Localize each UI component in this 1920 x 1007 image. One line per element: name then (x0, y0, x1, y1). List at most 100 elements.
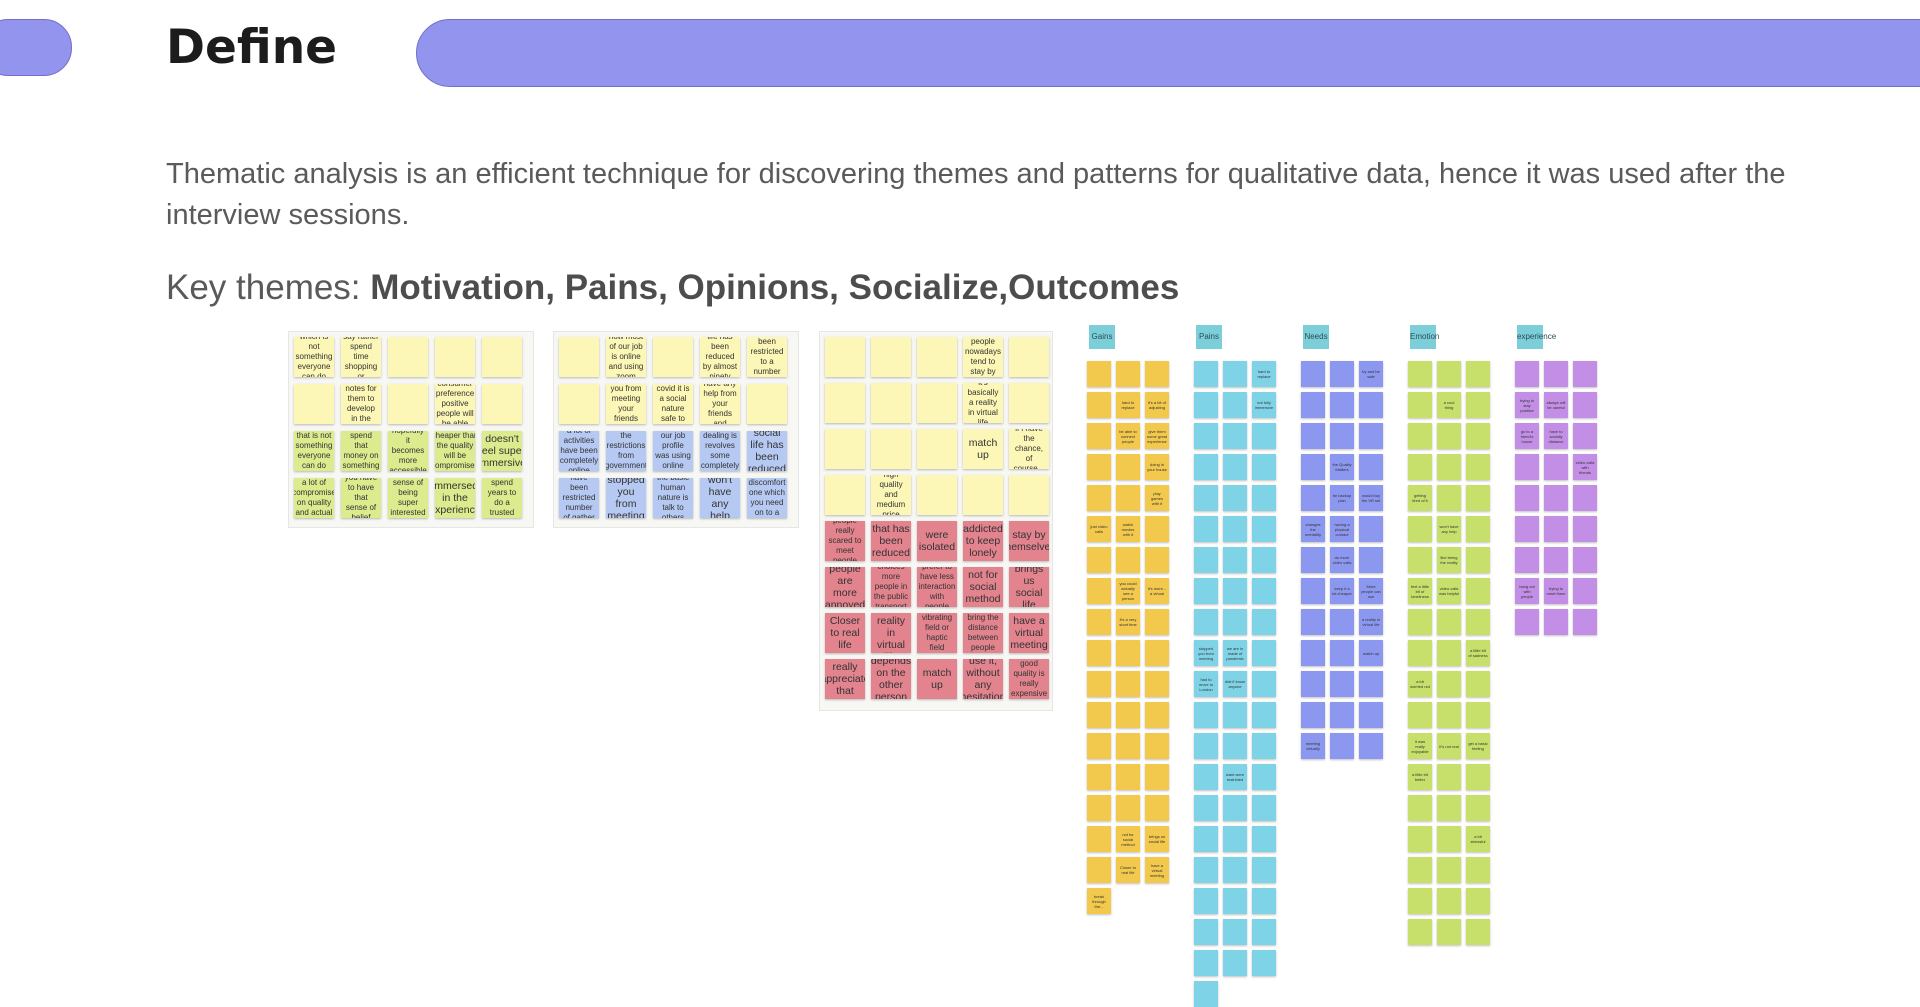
affinity-note: match up (1359, 640, 1383, 666)
affinity-note (1466, 795, 1490, 821)
sticky-note: were isolated (917, 521, 957, 561)
affinity-note (1359, 392, 1383, 418)
affinity-note (1223, 919, 1247, 945)
sticky-note: a lot of activities have been completely… (559, 431, 599, 471)
affinity-note (1145, 547, 1169, 573)
sticky-note: immersed in the experience (435, 478, 475, 518)
affinity-note (1194, 919, 1218, 945)
sticky-note: what choices more people in the public t… (871, 567, 911, 607)
affinity-note: be backup plan (1330, 485, 1354, 511)
affinity-note (1330, 702, 1354, 728)
affinity-note (1515, 485, 1539, 511)
affinity-note (1223, 485, 1247, 511)
affinity-note (1145, 516, 1169, 542)
affinity-note (1408, 888, 1432, 914)
affinity-note: brings us social life (1145, 826, 1169, 852)
affinity-note (1301, 578, 1325, 604)
affinity-note (1194, 981, 1218, 1007)
affinity-note: be able to connect people (1116, 423, 1140, 449)
affinity-note: having a physical contact (1330, 516, 1354, 542)
sticky-note: you won't have any help from your friend… (700, 384, 740, 424)
affinity-note (1223, 423, 1247, 449)
affinity-note (1116, 702, 1140, 728)
affinity-note: not fully immersive (1252, 392, 1276, 418)
affinity-note (1437, 857, 1461, 883)
affinity-column-header: Gains (1089, 325, 1115, 349)
key-themes-label: Key themes: (166, 268, 371, 307)
affinity-note (1252, 609, 1276, 635)
sticky-note: people are more annoyed (825, 567, 865, 607)
sticky-note: some people say rather spend time shoppi… (341, 337, 381, 377)
affinity-note (1087, 764, 1111, 790)
affinity-note (1466, 702, 1490, 728)
affinity-note (1544, 485, 1568, 511)
sticky-note (871, 337, 911, 377)
sticky-note: have a virtual meeting (1009, 613, 1049, 653)
sticky-note: match up (917, 659, 957, 699)
sticky-note: good quality is really expensive (1009, 659, 1049, 699)
sticky-note: prefer to have less interaction with peo… (917, 567, 957, 607)
affinity-note (1466, 671, 1490, 697)
sticky-note: the basic human nature is talk to others (653, 478, 693, 518)
sticky-note (871, 383, 911, 423)
affinity-note (1116, 733, 1140, 759)
affinity-note (1437, 702, 1461, 728)
affinity-note (1223, 733, 1247, 759)
affinity-note: have to socially distance (1544, 423, 1568, 449)
affinity-note (1301, 361, 1325, 387)
affinity-note: hard to replace (1252, 361, 1276, 387)
affinity-note (1437, 361, 1461, 387)
affinity-column: try and be safe the Quality Matters be bac… (1301, 361, 1383, 759)
affinity-note (1223, 795, 1247, 821)
affinity-note (1194, 733, 1218, 759)
affinity-note (1301, 702, 1325, 728)
affinity-note: just video calls (1087, 516, 1111, 542)
sticky-note: medium high quality and medium price ran… (871, 475, 911, 515)
sticky-note (294, 384, 334, 424)
affinity-note: like being the reality (1437, 547, 1461, 573)
affinity-note (1194, 547, 1218, 573)
affinity-note (1087, 733, 1111, 759)
affinity-note (1252, 454, 1276, 480)
sticky-note: have been restricted number of gather (559, 478, 599, 518)
affinity-note (1544, 454, 1568, 480)
affinity-note (1194, 485, 1218, 511)
affinity-note (1252, 950, 1276, 976)
affinity-note (1330, 733, 1354, 759)
affinity-note: do more video calls (1330, 547, 1354, 573)
sticky-note: bring the distance between people (963, 613, 1003, 653)
affinity-note: hang out with people (1515, 578, 1539, 604)
affinity-note (1252, 702, 1276, 728)
sticky-note: the consumer preference positive people … (435, 384, 475, 424)
affinity-note (1408, 857, 1432, 883)
sticky-note (917, 475, 957, 515)
affinity-note (1145, 764, 1169, 790)
affinity-note (1116, 764, 1140, 790)
affinity-note (1194, 454, 1218, 480)
affinity-note (1359, 733, 1383, 759)
affinity-note (1573, 361, 1597, 387)
affinity-note (1466, 454, 1490, 480)
sticky-note: really appreciate that (825, 659, 865, 699)
affinity-note (1223, 857, 1247, 883)
sticky-note: not have been restricted to a number of … (747, 337, 787, 377)
affinity-note (1223, 547, 1247, 573)
sticky-note: doesn't feel super immersive (482, 431, 522, 471)
affinity-note: try and be safe (1359, 361, 1383, 387)
affinity-note (1466, 361, 1490, 387)
sticky-note: addicted to keep lonely (963, 521, 1003, 561)
affinity-note (1087, 454, 1111, 480)
affinity-note (1194, 361, 1218, 387)
sticky-note: some people really scared to meet people… (825, 521, 865, 561)
affinity-note (1437, 454, 1461, 480)
sticky-note: stopped you from meeting (606, 478, 646, 518)
sticky-note: won't have any help (700, 478, 740, 518)
affinity-note (1408, 919, 1432, 945)
affinity-note: It's not real (1437, 733, 1461, 759)
sticky-note: cheaper than the quality will be comprom… (435, 431, 475, 471)
sticky-note: a reality in virtual life (871, 613, 911, 653)
affinity-note (1437, 640, 1461, 666)
sticky-note (559, 337, 599, 377)
page-title: Define (166, 20, 338, 75)
affinity-note (1194, 764, 1218, 790)
